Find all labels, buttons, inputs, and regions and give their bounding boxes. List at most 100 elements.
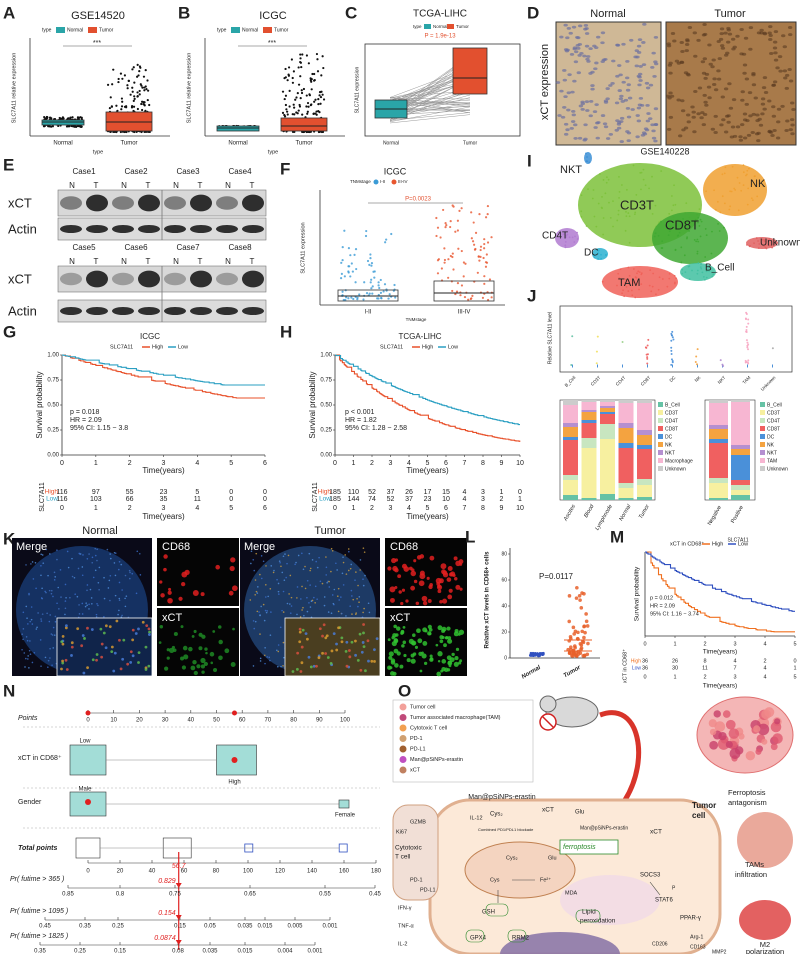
label: TNF-α: [398, 923, 415, 929]
cell-point: [303, 568, 305, 570]
label: 0.004: [277, 949, 293, 954]
cell-point: [51, 590, 53, 592]
label: 0.035: [202, 949, 218, 954]
cell-point: [114, 652, 117, 655]
nucleus: [588, 72, 592, 75]
dot: [745, 331, 747, 333]
label: 0.45: [39, 924, 51, 930]
cell-point: [442, 599, 447, 604]
cell-point: [181, 582, 185, 586]
dot: [372, 285, 374, 287]
nucleus: [635, 135, 639, 138]
label: CD4T: [542, 231, 568, 242]
cell-point: [27, 623, 29, 625]
dot: [467, 299, 469, 301]
cell-point: [91, 603, 93, 605]
cell-point: [66, 668, 69, 671]
cell-point: [283, 611, 285, 613]
cell-point: [27, 640, 29, 642]
label: T cell: [395, 854, 411, 861]
label: p = 0.012: [650, 595, 673, 601]
cell-point: [315, 586, 317, 588]
label: 6: [444, 505, 448, 512]
label: xCT in CD68⁺: [18, 755, 62, 762]
cell-point: [390, 671, 395, 676]
nucleus: [789, 128, 793, 131]
label: CD68: [162, 541, 190, 553]
cell-point: [229, 591, 234, 596]
cell-point: [447, 595, 452, 600]
cell-point: [674, 204, 676, 206]
nucleus: [762, 86, 766, 89]
cell-point: [160, 593, 165, 598]
nucleus: [593, 126, 597, 129]
dot: [134, 98, 136, 100]
cell-point: [71, 646, 74, 649]
dot: [370, 279, 372, 281]
label: Unknown: [760, 238, 800, 249]
nucleus: [576, 47, 580, 50]
dot: [747, 359, 749, 361]
label: CD8T: [767, 426, 780, 432]
stack-segment: [600, 408, 615, 412]
cell-point: [643, 169, 645, 171]
dot: [373, 277, 375, 279]
cell-point: [98, 582, 100, 584]
dot: [374, 180, 379, 185]
cell-point: [140, 574, 142, 576]
dot: [49, 125, 51, 127]
cell-point: [706, 234, 708, 236]
cell-point: [363, 547, 365, 549]
nucleus: [571, 120, 575, 123]
cell-point: [586, 225, 588, 227]
label: 0.75: [320, 378, 332, 384]
label: Time(years): [142, 466, 185, 475]
cell-point: [29, 650, 31, 652]
nucleus: [735, 35, 739, 38]
label: High: [422, 344, 433, 350]
cell-point: [96, 653, 99, 656]
legend-icon: [400, 756, 407, 763]
nucleus: [681, 128, 685, 131]
dot: [452, 205, 454, 207]
nucleus: [646, 120, 650, 123]
cell-point: [201, 670, 204, 673]
cell-point: [86, 604, 88, 606]
label: HR = 2.09: [70, 417, 102, 424]
cell-point: [395, 633, 398, 636]
dot: [461, 250, 463, 252]
cell-point: [598, 203, 600, 205]
cell-point: [279, 562, 281, 564]
cell-point: [338, 611, 340, 613]
cell-point: [253, 570, 255, 572]
label: Tumor: [120, 141, 137, 147]
cell-point: [301, 609, 303, 611]
label: Tumor: [456, 24, 469, 29]
label: infiltration: [735, 870, 767, 879]
cell-point: [47, 575, 49, 577]
label: p = 0.018: [70, 409, 99, 416]
cell-point: [732, 166, 734, 168]
label: Time(years): [703, 649, 737, 656]
nucleus: [667, 44, 671, 47]
cell-point: [103, 616, 105, 618]
dot: [376, 297, 378, 299]
nucleus: [601, 60, 605, 63]
label: 0: [229, 489, 233, 496]
label: 6: [263, 460, 267, 467]
cell-point: [363, 585, 365, 587]
dot: [585, 619, 589, 623]
cell-point: [87, 584, 89, 586]
nucleus: [785, 74, 789, 77]
nucleus: [584, 27, 588, 30]
dot: [305, 105, 307, 107]
panel-letter: O: [398, 681, 411, 700]
cell-point: [749, 245, 751, 247]
nucleus: [692, 130, 696, 133]
label: 120: [275, 869, 286, 875]
dot: [575, 586, 579, 590]
cell-point: [296, 652, 299, 655]
nucleus: [690, 105, 694, 108]
dot: [318, 94, 320, 96]
nucleus: [572, 26, 576, 29]
